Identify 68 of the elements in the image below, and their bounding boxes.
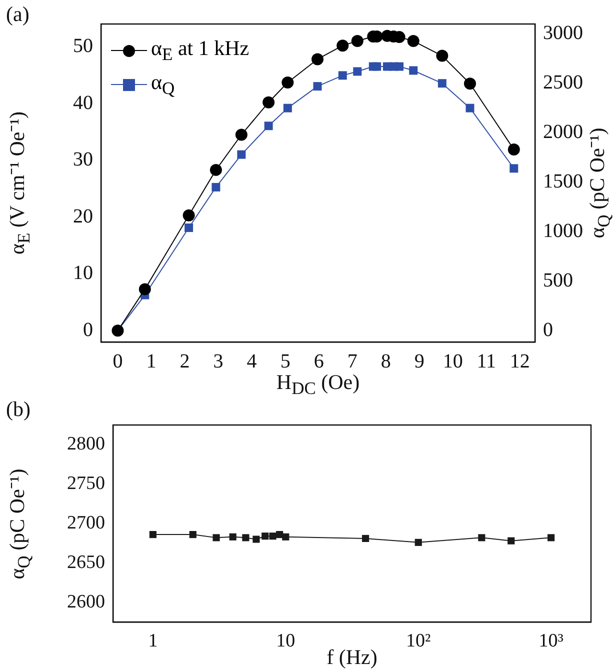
- legend-label: α$_{Q}$: [151, 70, 175, 98]
- y-tick-label: 2650: [67, 552, 105, 573]
- x-tick-label: 7: [347, 350, 358, 372]
- point: [138, 283, 151, 296]
- text: (a): [6, 2, 30, 26]
- x-tick-label: 2: [180, 350, 190, 372]
- point: [262, 96, 275, 108]
- y2-tick-label: 0: [543, 318, 553, 341]
- y2-tick-label: 500: [543, 269, 573, 292]
- point: [283, 104, 292, 112]
- y2-tick-label: 3000: [543, 22, 583, 44]
- point: [508, 143, 520, 156]
- x-tick-label: 10: [442, 350, 463, 372]
- y2-tick-label: 2500: [543, 72, 583, 94]
- point: [235, 128, 248, 141]
- y-tick-label: 2750: [67, 473, 105, 494]
- point: [212, 182, 220, 192]
- y-tick-label: 30: [73, 148, 93, 171]
- point: [351, 35, 364, 48]
- y2-tick-label: 2000: [543, 121, 583, 144]
- x-tick-label: 10²: [406, 630, 431, 652]
- x-tick-label: 0: [112, 350, 123, 372]
- x-tick-label: 5: [280, 350, 290, 372]
- point: [372, 62, 382, 71]
- y-tick-label: 10: [73, 262, 93, 284]
- point: [407, 35, 420, 48]
- x-axis-title: f (Hz): [326, 645, 378, 669]
- point: [466, 104, 474, 112]
- y-tick-label: 2600: [67, 591, 105, 612]
- x-axis-title: H$_{DC}$ (Oe): [276, 370, 360, 398]
- point: [182, 209, 195, 222]
- x-tick-label: 11: [476, 350, 496, 372]
- point: [312, 53, 324, 66]
- point: [313, 82, 322, 91]
- y-tick-label: 2700: [67, 512, 105, 534]
- x-tick-label: 4: [246, 350, 257, 372]
- x-tick-label: 12: [510, 350, 530, 372]
- x-tick-label: 8: [380, 350, 391, 372]
- point: [184, 224, 194, 232]
- point: [336, 40, 349, 52]
- point: [409, 66, 418, 75]
- x-tick-label: 3: [213, 350, 224, 372]
- point: [210, 164, 222, 176]
- y2-tick-label: 1000: [543, 220, 583, 242]
- y-tick-label: 20: [73, 205, 93, 228]
- x-tick-label: 10: [276, 630, 296, 652]
- y2-tick-label: 1500: [543, 170, 583, 193]
- x-tick-label: 1: [146, 350, 156, 372]
- point: [395, 62, 404, 71]
- point: [264, 122, 273, 130]
- point: [464, 78, 476, 90]
- point: [436, 50, 448, 62]
- y-tick-label: 40: [73, 92, 93, 114]
- text: (b): [6, 397, 30, 421]
- x-tick-label: 6: [314, 350, 324, 372]
- y-tick-label: 50: [73, 34, 93, 57]
- point: [353, 67, 362, 76]
- point: [237, 150, 246, 159]
- point: [338, 71, 347, 80]
- y-tick-label: 0: [83, 318, 93, 341]
- x-tick-label: 1: [148, 630, 158, 652]
- x-tick-label: 9: [414, 350, 424, 372]
- point: [438, 79, 446, 88]
- point: [282, 76, 294, 88]
- legend-label: α$_{E}$ at 1 kHz: [151, 36, 250, 64]
- point: [510, 164, 518, 173]
- x-tick-label: 10³: [538, 630, 564, 652]
- y-tick-label: 2800: [67, 434, 105, 455]
